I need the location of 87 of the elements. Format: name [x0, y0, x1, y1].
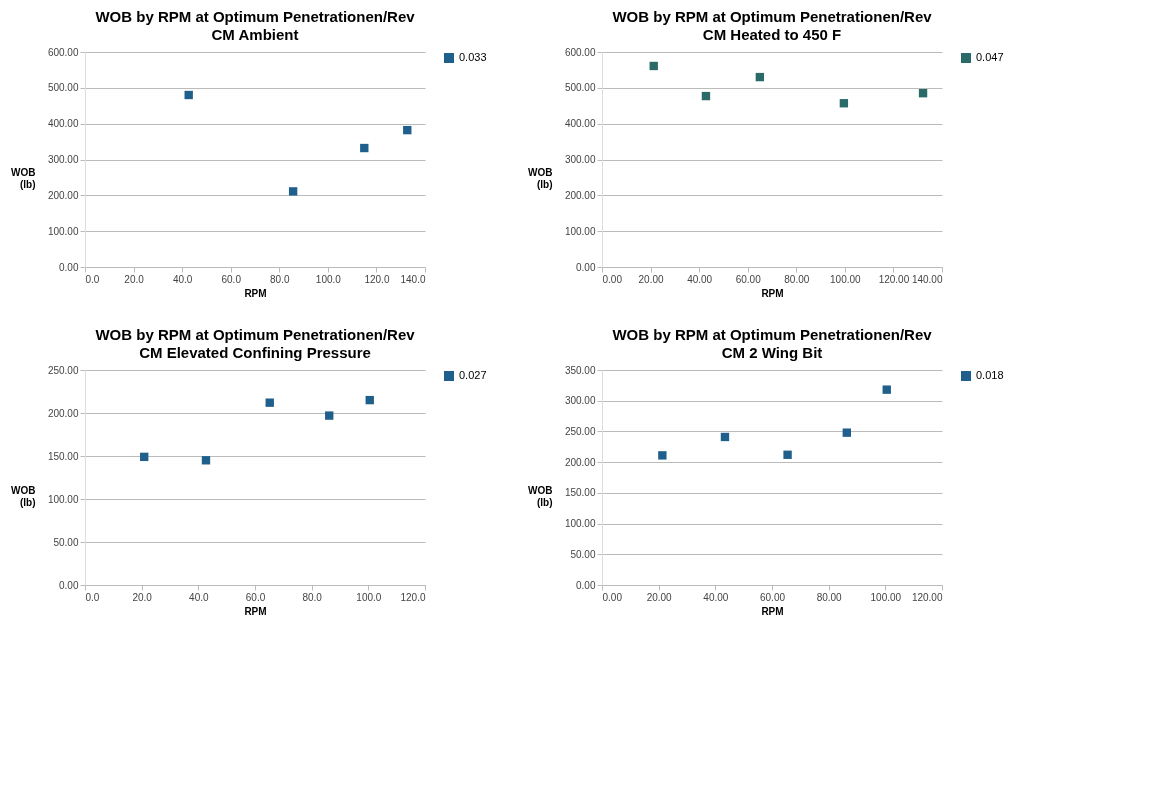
chart-subtitle: CM 2 Wing Bit [721, 344, 823, 361]
x-tick-label: 80.00 [784, 273, 810, 285]
x-axis-title: RPM [761, 605, 784, 617]
y-tick-label: 150.00 [564, 487, 596, 499]
chart-subtitle: CM Ambient [211, 26, 299, 43]
x-tick-label: 20.00 [646, 591, 673, 603]
x-tick-label: 0.00 [602, 273, 623, 285]
y-tick-label: 400.00 [47, 118, 79, 130]
y-tick-label: 300.00 [564, 154, 596, 165]
y-tick-label: 350.00 [564, 364, 596, 376]
x-tick-label: 120.00 [878, 273, 910, 285]
y-tick-label: 250.00 [47, 364, 79, 376]
x-tick-label: 60.00 [759, 591, 786, 603]
chart-title: WOB by RPM at Optimum Penetrationen/Rev [612, 8, 933, 25]
x-tick-label: 20.00 [638, 273, 665, 285]
y-axis-title: WOB (lb) [528, 484, 553, 508]
legend-label: 0.027 [459, 369, 487, 381]
x-tick-label: 80.0 [302, 591, 323, 603]
x-tick-label: 40.0 [172, 273, 193, 285]
y-axis-title: WOB (lb) [11, 166, 36, 190]
y-tick-label: 0.00 [59, 261, 79, 273]
y-tick-label: 150.00 [47, 450, 79, 462]
y-tick-label: 200.00 [47, 407, 79, 419]
x-tick-label: 100.00 [830, 273, 862, 285]
y-tick-label: 100.00 [564, 518, 596, 530]
legend-label: 0.033 [459, 51, 487, 63]
point [201, 456, 211, 465]
x-tick-label: 20.0 [124, 273, 145, 285]
legend-label: 0.047 [976, 51, 1004, 63]
y-tick-label: 50.00 [570, 548, 596, 560]
x-tick-label: 120.0 [364, 273, 390, 285]
x-tick-label: 60.00 [735, 273, 762, 285]
x-axis-title: RPM [244, 287, 267, 299]
x-tick-label: 80.00 [816, 591, 843, 603]
y-tick-label: 0.00 [576, 579, 596, 591]
point [365, 395, 374, 405]
y-tick-label: 250.00 [564, 425, 596, 437]
x-tick-label: 100.0 [356, 591, 382, 603]
y-tick-label: 50.00 [53, 536, 79, 548]
y-tick-label: 200.00 [564, 189, 596, 201]
x-tick-label: 120.0 [400, 591, 426, 603]
y-tick-label: 0.00 [576, 261, 596, 273]
y-tick-label: 300.00 [47, 154, 79, 165]
point [325, 411, 334, 420]
y-axis-title: WOB (lb) [528, 166, 553, 190]
x-tick-label: 100.0 [315, 273, 342, 285]
y-tick-label: 600.00 [564, 46, 596, 58]
chart-title: WOB by RPM at Optimum Penetrationen/Rev [95, 326, 416, 343]
y-tick-label: 300.00 [564, 395, 596, 407]
point [265, 398, 274, 407]
x-tick-label: 40.0 [189, 591, 209, 603]
x-tick-label: 60.0 [245, 591, 266, 603]
y-axis-title: WOB (lb) [11, 484, 36, 508]
y-tick-label: 0.00 [59, 579, 79, 591]
y-tick-label: 100.00 [47, 225, 79, 237]
y-tick-label: 500.00 [47, 82, 79, 94]
chart-subtitle: CM Elevated Confining Pressure [139, 344, 371, 361]
x-tick-label: 80.0 [270, 273, 290, 285]
legend-label: 0.018 [976, 369, 1004, 381]
x-tick-label: 120.00 [911, 591, 943, 603]
x-tick-label: 140.0 [400, 273, 426, 285]
x-tick-label: 100.00 [870, 591, 902, 603]
x-axis-title: RPM [761, 287, 784, 299]
y-tick-label: 200.00 [47, 189, 79, 201]
point [403, 125, 412, 135]
y-tick-label: 400.00 [564, 118, 596, 130]
x-tick-label: 0.0 [85, 273, 100, 285]
x-tick-label: 20.0 [132, 591, 153, 603]
y-tick-label: 600.00 [47, 46, 79, 58]
x-tick-label: 0.00 [602, 591, 623, 603]
x-tick-label: 40.00 [703, 591, 729, 603]
x-tick-label: 60.0 [221, 273, 242, 285]
point [360, 143, 369, 153]
chart-title: WOB by RPM at Optimum Penetrationen/Rev [612, 326, 933, 343]
chart-title: WOB by RPM at Optimum Penetrationen/Rev [95, 8, 416, 25]
point [184, 90, 193, 100]
point [140, 452, 149, 462]
x-tick-label: 140.00 [911, 273, 943, 285]
x-tick-label: 0.0 [85, 591, 100, 603]
x-axis-title: RPM [244, 605, 267, 617]
y-tick-label: 200.00 [564, 456, 596, 468]
x-tick-label: 40.00 [687, 273, 713, 285]
y-tick-label: 500.00 [564, 82, 596, 94]
y-tick-label: 100.00 [47, 493, 79, 505]
chart-subtitle: CM Heated to 450 F [702, 26, 842, 43]
point [288, 187, 298, 196]
y-tick-label: 100.00 [564, 225, 596, 237]
